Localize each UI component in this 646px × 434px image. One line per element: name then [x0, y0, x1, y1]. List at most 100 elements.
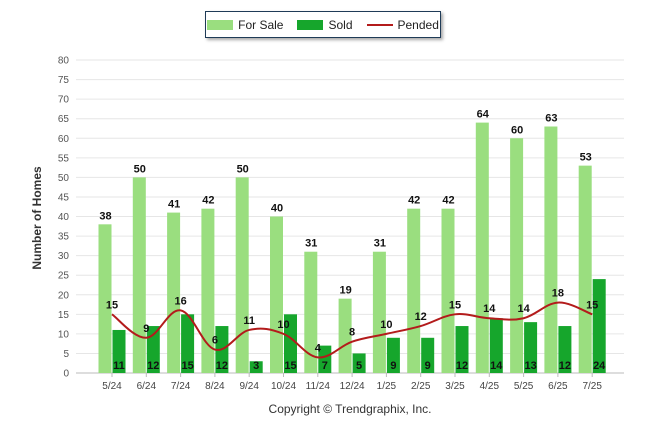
legend-swatch-for-sale: [207, 19, 234, 30]
bar-sold: [592, 279, 606, 373]
data-label-for-sale: 60: [511, 124, 523, 136]
data-label-pended: 15: [586, 299, 598, 311]
bar-for-sale: [235, 177, 249, 373]
bar-sold: [558, 326, 572, 373]
x-tick-label: 5/24: [102, 381, 122, 392]
bar-for-sale: [510, 138, 524, 373]
bar-sold: [386, 337, 400, 373]
data-label-sold: 5: [356, 360, 362, 372]
bar-for-sale: [270, 216, 283, 373]
bar-sold: [421, 337, 435, 373]
bar-sold: [284, 314, 297, 373]
data-label-pended: 6: [212, 335, 218, 347]
data-label-sold: 15: [181, 360, 193, 372]
y-tick-label: 0: [63, 369, 69, 380]
y-tick-label: 40: [58, 212, 70, 223]
data-label-sold: 3: [253, 360, 259, 372]
y-tick-label: 25: [58, 271, 70, 282]
bar-for-sale: [407, 208, 421, 373]
data-label-pended: 14: [483, 303, 496, 315]
x-tick-label: 6/24: [137, 381, 157, 392]
y-tick-label: 30: [58, 251, 70, 262]
bar-sold: [318, 345, 332, 373]
legend-swatch-pended: [366, 23, 393, 26]
data-label-sold: 9: [390, 360, 396, 372]
x-tick-label: 4/25: [480, 381, 500, 392]
legend: For Sale Sold Pended: [205, 11, 441, 38]
bar-for-sale: [475, 122, 489, 373]
y-axis-ticks: 0 5 10 15 20 25 30 35 40 45 50 55 60 65 70 75 80: [58, 56, 70, 380]
legend-item-for-sale[interactable]: For Sale: [207, 18, 283, 32]
bar-for-sale: [132, 177, 146, 373]
y-tick-label: 60: [58, 134, 70, 145]
x-tick-label: 6/25: [548, 381, 568, 392]
x-tick-label: 1/25: [377, 381, 397, 392]
y-axis-label: Number of Homes: [30, 166, 44, 270]
bar-for-sale: [201, 208, 215, 373]
x-tick-label: 10/24: [271, 381, 296, 392]
x-tick-label: 3/25: [445, 381, 465, 392]
bar-for-sale: [578, 165, 592, 373]
data-label-pended: 12: [415, 311, 427, 323]
bar-sold: [181, 314, 195, 373]
data-label-sold: 12: [559, 360, 571, 372]
data-label-pended: 15: [106, 299, 118, 311]
data-label-pended: 9: [143, 323, 149, 335]
data-label-pended: 14: [517, 303, 530, 315]
x-tick-label: 12/24: [340, 381, 365, 392]
data-label-sold: 24: [593, 360, 606, 372]
data-label-for-sale: 19: [339, 285, 351, 297]
y-tick-label: 20: [58, 290, 70, 301]
bar-sold: [249, 361, 263, 373]
data-label-for-sale: 64: [477, 109, 490, 121]
legend-swatch-sold: [297, 19, 324, 30]
copyright-text: Copyright © Trendgraphix, Inc.: [269, 402, 432, 416]
data-label-pended: 18: [552, 288, 564, 300]
y-tick-label: 35: [58, 232, 70, 243]
legend-item-sold[interactable]: Sold: [297, 17, 353, 32]
legend-item-pended[interactable]: Pended: [366, 17, 439, 32]
data-label-for-sale: 31: [374, 238, 386, 250]
bar-for-sale: [167, 212, 181, 373]
bar-for-sale: [304, 251, 318, 373]
data-label-for-sale: 50: [237, 163, 249, 175]
data-label-sold: 13: [524, 360, 536, 372]
legend-label-for-sale: For Sale: [238, 17, 284, 32]
x-axis-ticks: 5/24 6/24 7/24 8/24 9/24 10/24 11/24 12/24 1/25 2…: [102, 373, 602, 392]
data-label-for-sale: 42: [202, 195, 214, 207]
data-label-pended: 10: [380, 319, 392, 331]
x-tick-label: 8/24: [205, 381, 225, 392]
y-tick-label: 65: [58, 114, 70, 125]
data-label-for-sale: 41: [168, 199, 180, 211]
x-tick-label: 7/24: [171, 381, 191, 392]
legend-label-sold: Sold: [328, 17, 353, 32]
data-label-sold: 12: [147, 360, 159, 372]
bar-sold: [489, 318, 503, 373]
data-label-for-sale: 42: [408, 195, 420, 207]
y-tick-label: 45: [58, 192, 70, 203]
bar-series: [98, 122, 606, 373]
legend-label-pended: Pended: [397, 17, 439, 32]
data-label-sold: 7: [322, 360, 328, 372]
x-tick-label: 9/24: [239, 381, 259, 392]
bar-for-sale: [544, 126, 558, 373]
y-tick-label: 80: [58, 56, 70, 67]
x-tick-label: 11/24: [306, 381, 331, 392]
data-label-for-sale: 53: [580, 152, 592, 164]
bar-for-sale: [338, 298, 352, 373]
y-tick-label: 70: [58, 95, 70, 106]
data-label-for-sale: 38: [99, 210, 111, 222]
data-label-for-sale: 42: [442, 195, 454, 207]
x-tick-label: 7/25: [582, 381, 602, 392]
data-label-pended: 11: [243, 315, 255, 327]
data-label-for-sale: 50: [134, 163, 146, 175]
data-label-sold: 14: [490, 360, 503, 372]
data-labels: 38 11 50 12 41 15 42 12 50 3 40 15 31 7 19 5 31 9 42 9 42 12 6…: [99, 109, 606, 372]
y-tick-label: 15: [58, 310, 70, 321]
data-label-pended: 10: [277, 319, 289, 331]
bar-sold: [112, 329, 126, 373]
bar-sold: [352, 353, 366, 373]
y-tick-label: 55: [58, 153, 70, 164]
bar-for-sale: [98, 224, 112, 373]
